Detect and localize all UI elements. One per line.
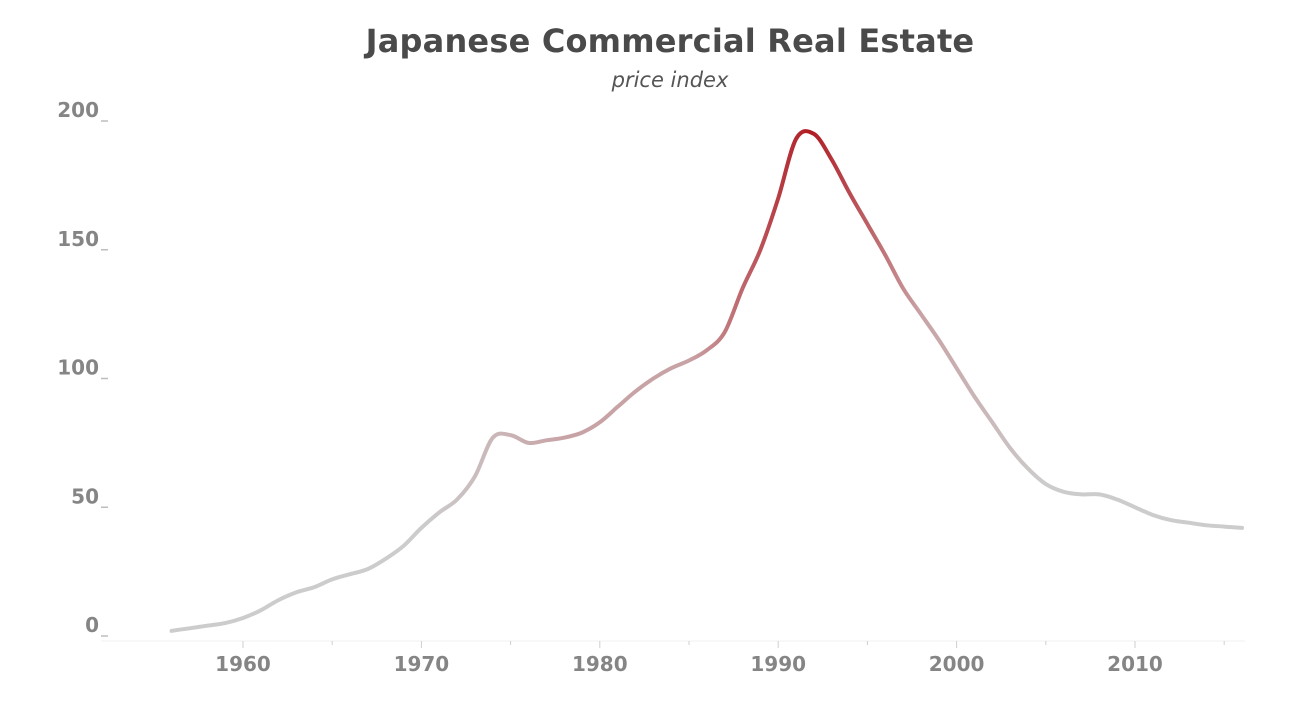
chart-title: Japanese Commercial Real Estate [365,22,975,60]
x-tick-label: 1980 [572,652,628,676]
y-tick-label: 100 [57,356,99,380]
x-axis: 1960 1970 1980 1990 2000 2010 [101,640,1245,676]
x-tick-label: 2000 [929,652,985,676]
y-tick-label: 50 [71,484,99,508]
price-index-line [169,129,1244,633]
x-tick-label: 1970 [394,652,450,676]
chart-subtitle: price index [611,68,729,92]
y-tick-label: 150 [57,227,99,251]
y-tick-label: 0 [85,613,99,637]
x-tick-label: 2010 [1107,652,1163,676]
x-tick-label: 1990 [750,652,806,676]
y-axis: 0 50 100 150 200 [57,98,108,637]
plot-area [169,129,1244,633]
x-tick-label: 1960 [215,652,271,676]
y-tick-label: 200 [57,98,99,122]
